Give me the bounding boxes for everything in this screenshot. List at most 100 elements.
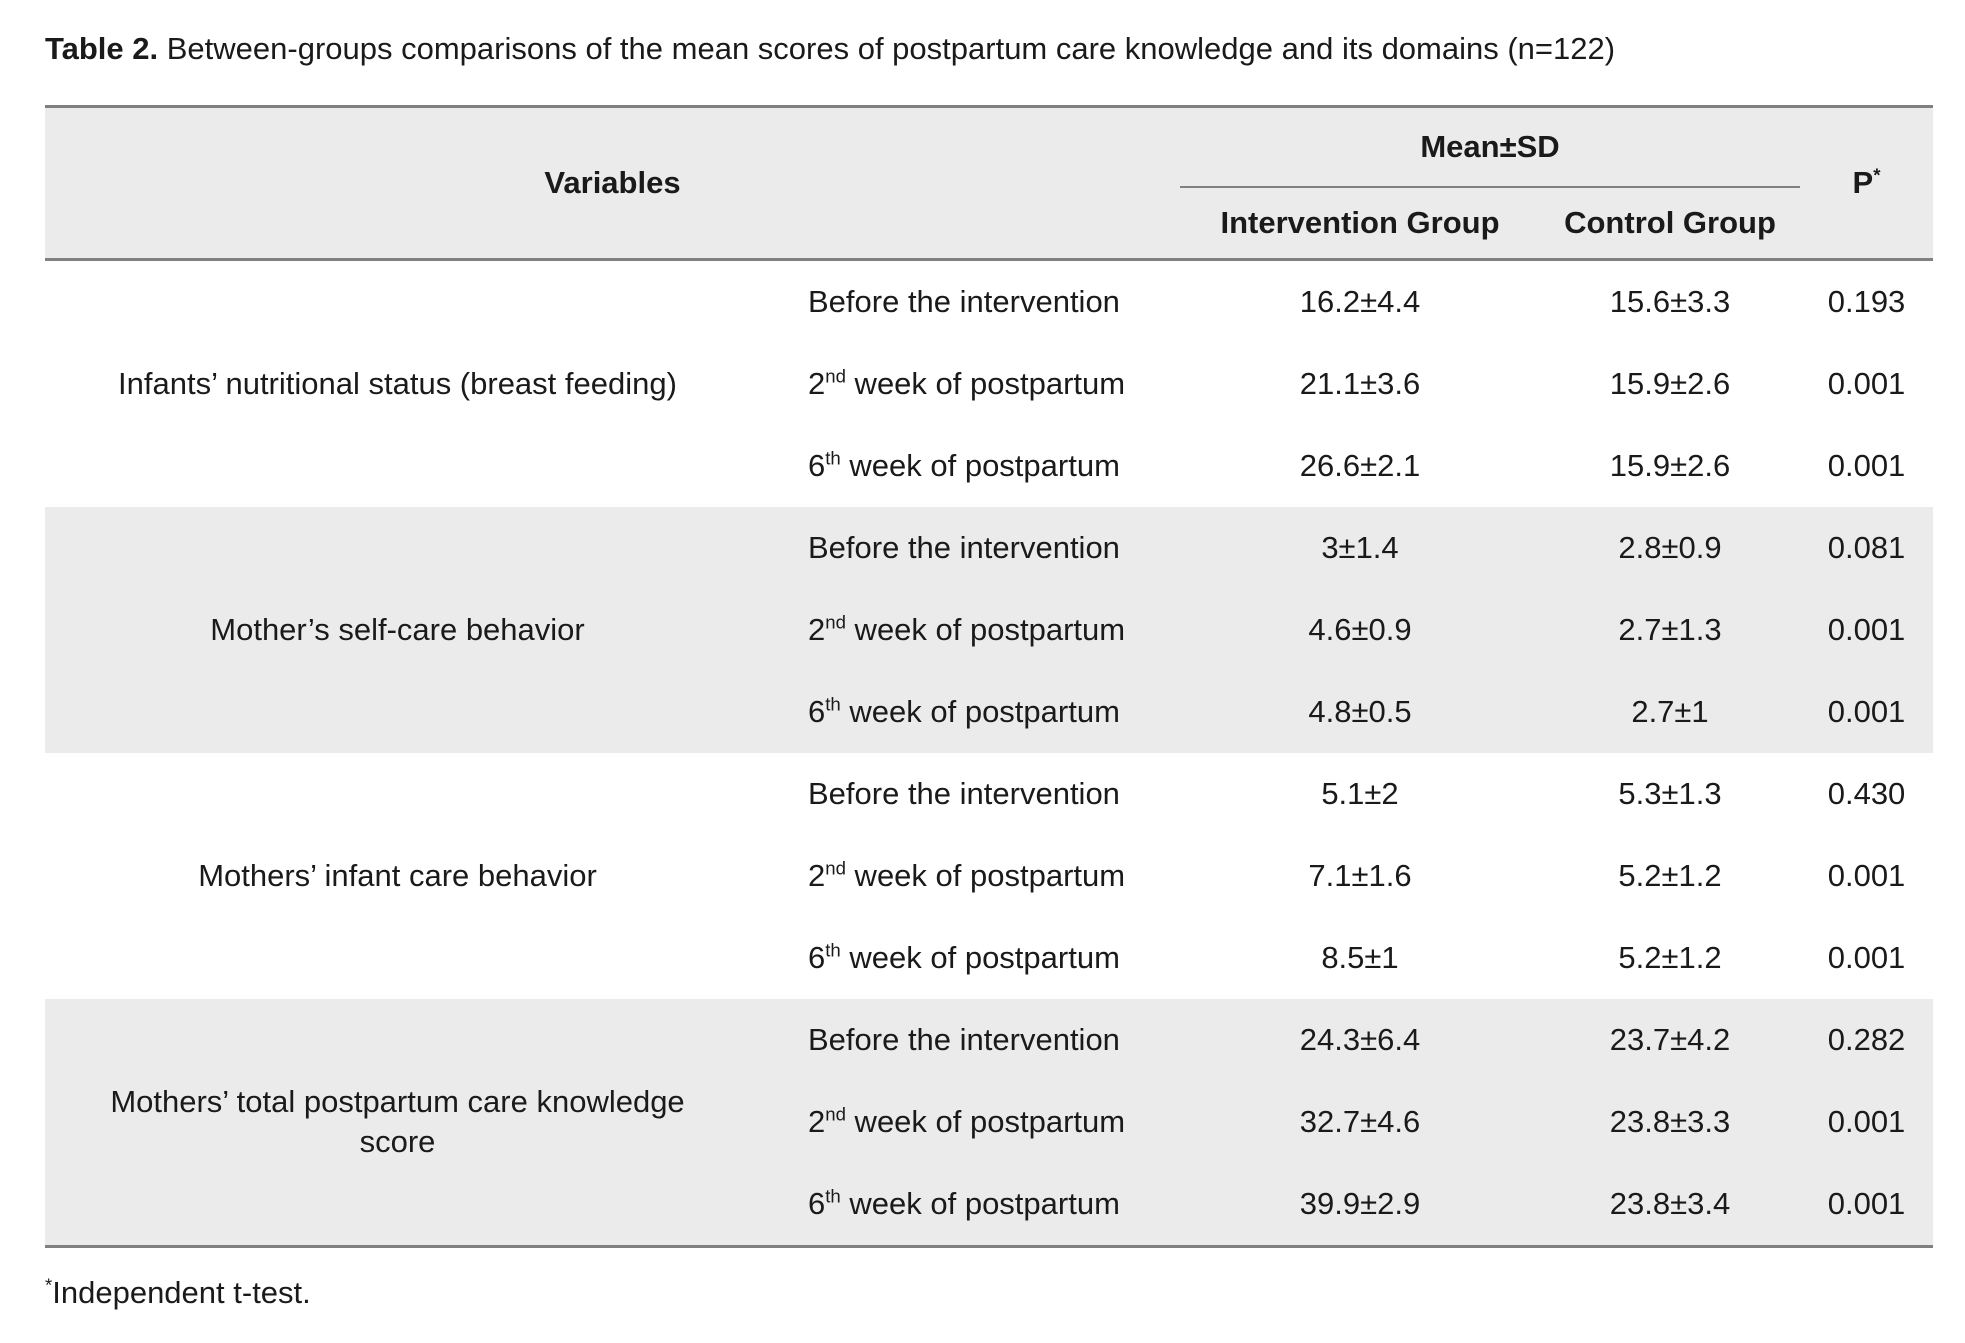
p-value: 0.081: [1800, 507, 1934, 589]
variable-label: Mother’s self-care behavior: [45, 507, 750, 753]
timepoint-sup: th: [825, 693, 841, 715]
intervention-value: 39.9±2.9: [1180, 1163, 1540, 1247]
p-value: 0.430: [1800, 753, 1934, 835]
table-row: 6th week of postpartum 8.5±1 5.2±1.2 0.0…: [45, 917, 1934, 999]
timepoint-text: 6: [808, 694, 826, 729]
timepoint-sup: nd: [825, 1103, 846, 1125]
header-p-asterisk: *: [1873, 164, 1881, 186]
control-value: 15.9±2.6: [1540, 343, 1801, 425]
variable-label: Mothers’ infant care behavior: [45, 753, 750, 999]
table-footnote: *Independent t-test.: [45, 1274, 1965, 1311]
timepoint-label: 6th week of postpartum: [750, 917, 1180, 999]
table-row: 2nd week of postpartum 7.1±1.6 5.2±1.2 0…: [45, 835, 1934, 917]
p-value: 0.193: [1800, 259, 1934, 343]
timepoint-label: Before the intervention: [750, 753, 1180, 835]
table-row: 2nd week of postpartum 32.7±4.6 23.8±3.3…: [45, 1081, 1934, 1163]
timepoint-label: 6th week of postpartum: [750, 425, 1180, 507]
header-mean-sd: Mean±SD: [1180, 106, 1801, 188]
timepoint-label: Before the intervention: [750, 999, 1180, 1081]
table-row: Mothers’ total postpartum care knowledge…: [45, 999, 1934, 1247]
control-value: 2.7±1: [1540, 671, 1801, 753]
timepoint-text: week of postpartum: [840, 1186, 1120, 1221]
control-value: 5.3±1.3: [1540, 753, 1801, 835]
timepoint-sup: th: [825, 447, 841, 469]
table-row: 6th week of postpartum 39.9±2.9 23.8±3.4…: [45, 1163, 1934, 1247]
intervention-value: 16.2±4.4: [1180, 259, 1540, 343]
p-value: 0.001: [1800, 343, 1934, 425]
control-value: 2.7±1.3: [1540, 589, 1801, 671]
header-control-group: Control Group: [1540, 187, 1801, 260]
timepoint-text: week of postpartum: [845, 366, 1126, 401]
timepoint-label: 6th week of postpartum: [750, 1163, 1180, 1247]
footnote-asterisk: *: [45, 1274, 53, 1296]
timepoint-label: 2nd week of postpartum: [750, 589, 1180, 671]
p-value: 0.001: [1800, 835, 1934, 917]
table-row: 2nd week of postpartum 4.6±0.9 2.7±1.3 0…: [45, 589, 1934, 671]
control-value: 2.8±0.9: [1540, 507, 1801, 589]
timepoint-text: Before the intervention: [808, 1022, 1120, 1057]
intervention-value: 4.8±0.5: [1180, 671, 1540, 753]
intervention-value: 26.6±2.1: [1180, 425, 1540, 507]
intervention-value: 7.1±1.6: [1180, 835, 1540, 917]
control-value: 15.6±3.3: [1540, 259, 1801, 343]
timepoint-sup: nd: [825, 857, 846, 879]
intervention-value: 3±1.4: [1180, 507, 1540, 589]
timepoint-text: 2: [808, 366, 826, 401]
table-row: Mothers’ infant care behavior Before the…: [45, 753, 1934, 999]
control-value: 15.9±2.6: [1540, 425, 1801, 507]
p-value: 0.282: [1800, 999, 1934, 1081]
table-row: 2nd week of postpartum 21.1±3.6 15.9±2.6…: [45, 343, 1934, 425]
table-row: Mother’s self-care behavior Before the i…: [45, 507, 1934, 753]
p-value: 0.001: [1800, 1163, 1934, 1247]
timepoint-label: 2nd week of postpartum: [750, 835, 1180, 917]
timepoint-text: 6: [808, 448, 826, 483]
table-header: Variables Mean±SD P* Intervention Group …: [45, 106, 1934, 260]
table-row: 6th week of postpartum 4.8±0.5 2.7±1 0.0…: [45, 671, 1934, 753]
header-intervention-group: Intervention Group: [1180, 187, 1540, 260]
comparison-table: Variables Mean±SD P* Intervention Group …: [45, 105, 1934, 1248]
timepoint-label: Before the intervention: [750, 507, 1180, 589]
variable-label: Infants’ nutritional status (breast feed…: [45, 259, 750, 507]
footnote-text: Independent t-test.: [52, 1275, 311, 1310]
control-value: 23.7±4.2: [1540, 999, 1801, 1081]
header-p: P*: [1800, 106, 1934, 260]
timepoint-label: Before the intervention: [750, 259, 1180, 343]
timepoint-text: week of postpartum: [845, 612, 1126, 647]
timepoint-text: 2: [808, 1104, 826, 1139]
timepoint-text: week of postpartum: [840, 448, 1120, 483]
timepoint-text: Before the intervention: [808, 776, 1120, 811]
control-value: 23.8±3.3: [1540, 1081, 1801, 1163]
timepoint-label: 2nd week of postpartum: [750, 343, 1180, 425]
table-caption: Table 2. Between-groups comparisons of t…: [45, 30, 1925, 67]
intervention-value: 24.3±6.4: [1180, 999, 1540, 1081]
p-value: 0.001: [1800, 917, 1934, 999]
header-p-label: P: [1852, 165, 1874, 200]
timepoint-sup: th: [825, 1185, 841, 1207]
table-caption-text: Between-groups comparisons of the mean s…: [158, 31, 1616, 66]
p-value: 0.001: [1800, 425, 1934, 507]
timepoint-label: 6th week of postpartum: [750, 671, 1180, 753]
timepoint-sup: th: [825, 939, 841, 961]
timepoint-text: week of postpartum: [840, 694, 1120, 729]
control-value: 5.2±1.2: [1540, 835, 1801, 917]
p-value: 0.001: [1800, 1081, 1934, 1163]
control-value: 23.8±3.4: [1540, 1163, 1801, 1247]
timepoint-text: 2: [808, 858, 826, 893]
table-row: Infants’ nutritional status (breast feed…: [45, 259, 1934, 507]
timepoint-text: week of postpartum: [845, 858, 1126, 893]
intervention-value: 32.7±4.6: [1180, 1081, 1540, 1163]
table-row: 6th week of postpartum 26.6±2.1 15.9±2.6…: [45, 425, 1934, 507]
timepoint-text: 2: [808, 612, 826, 647]
timepoint-text: Before the intervention: [808, 284, 1120, 319]
control-value: 5.2±1.2: [1540, 917, 1801, 999]
timepoint-text: Before the intervention: [808, 530, 1120, 565]
timepoint-label: 2nd week of postpartum: [750, 1081, 1180, 1163]
p-value: 0.001: [1800, 671, 1934, 753]
timepoint-text: 6: [808, 1186, 826, 1221]
timepoint-text: week of postpartum: [840, 940, 1120, 975]
intervention-value: 21.1±3.6: [1180, 343, 1540, 425]
timepoint-text: week of postpartum: [845, 1104, 1126, 1139]
table-body: Infants’ nutritional status (breast feed…: [45, 259, 1934, 1247]
timepoint-sup: nd: [825, 611, 846, 633]
